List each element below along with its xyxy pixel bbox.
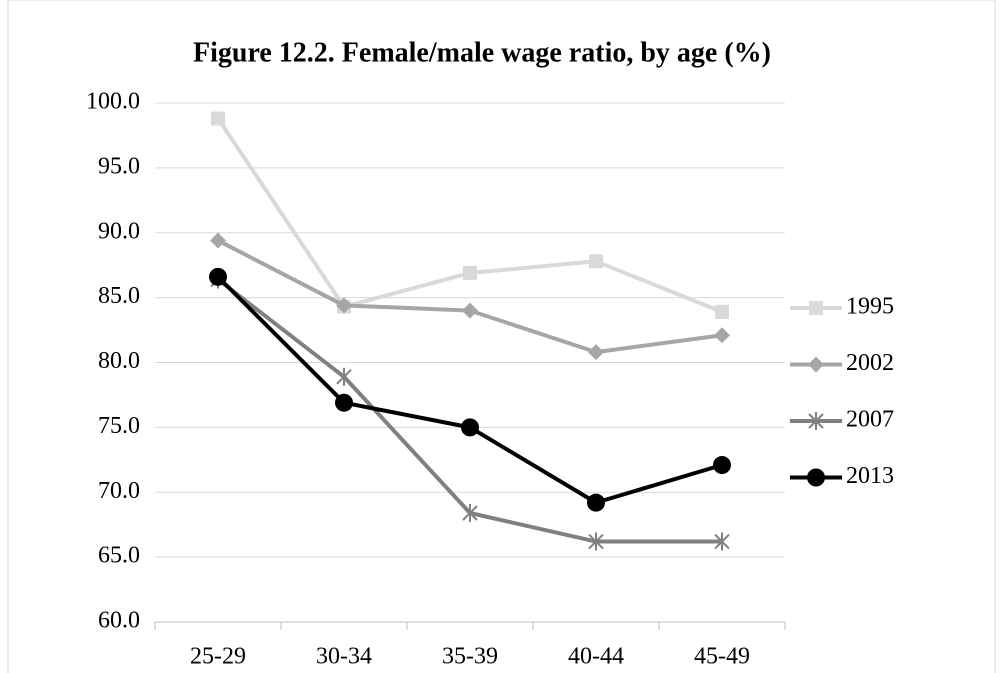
legend-label: 2007 bbox=[846, 407, 894, 433]
marker bbox=[587, 493, 605, 512]
marker bbox=[336, 367, 352, 386]
y-tick-label: 85.0 bbox=[98, 283, 140, 309]
marker bbox=[463, 265, 477, 280]
marker bbox=[713, 456, 731, 475]
series-line bbox=[216, 117, 723, 314]
marker bbox=[210, 232, 226, 249]
y-tick-label: 60.0 bbox=[98, 608, 140, 634]
y-tick-label: 90.0 bbox=[98, 218, 140, 244]
marker bbox=[714, 327, 730, 344]
marker bbox=[462, 302, 478, 319]
y-tick-label: 75.0 bbox=[98, 413, 140, 439]
legend-marker bbox=[809, 301, 823, 315]
x-tick-label: 40-44 bbox=[568, 644, 624, 670]
marker bbox=[461, 418, 479, 437]
legend-label: 2013 bbox=[846, 463, 894, 489]
chart-frame bbox=[7, 0, 996, 673]
x-tick-label: 45-49 bbox=[694, 644, 750, 670]
y-tick-label: 100.0 bbox=[86, 89, 140, 115]
marker bbox=[211, 111, 225, 126]
marker bbox=[588, 344, 604, 361]
x-tick-label: 25-29 bbox=[190, 644, 246, 670]
chart-title: Figure 12.2. Female/male wage ratio, by … bbox=[193, 37, 771, 68]
y-tick-label: 65.0 bbox=[98, 543, 140, 569]
x-tick-label: 35-39 bbox=[442, 644, 498, 670]
marker bbox=[715, 304, 729, 319]
marker bbox=[336, 297, 352, 314]
legend-marker bbox=[808, 356, 824, 373]
legend-marker bbox=[807, 468, 825, 487]
marker bbox=[209, 267, 227, 286]
marker bbox=[335, 393, 353, 412]
marker bbox=[714, 532, 730, 551]
legend-label: 2002 bbox=[846, 350, 894, 376]
legend-marker bbox=[808, 412, 824, 430]
series-line bbox=[216, 277, 722, 544]
marker bbox=[589, 254, 603, 269]
x-tick-label: 30-34 bbox=[316, 644, 372, 670]
marker bbox=[588, 532, 604, 551]
y-tick-label: 70.0 bbox=[98, 478, 140, 504]
y-tick-label: 80.0 bbox=[98, 348, 140, 374]
y-tick-label: 95.0 bbox=[98, 153, 140, 179]
legend-label: 1995 bbox=[846, 294, 894, 320]
marker bbox=[462, 504, 478, 523]
